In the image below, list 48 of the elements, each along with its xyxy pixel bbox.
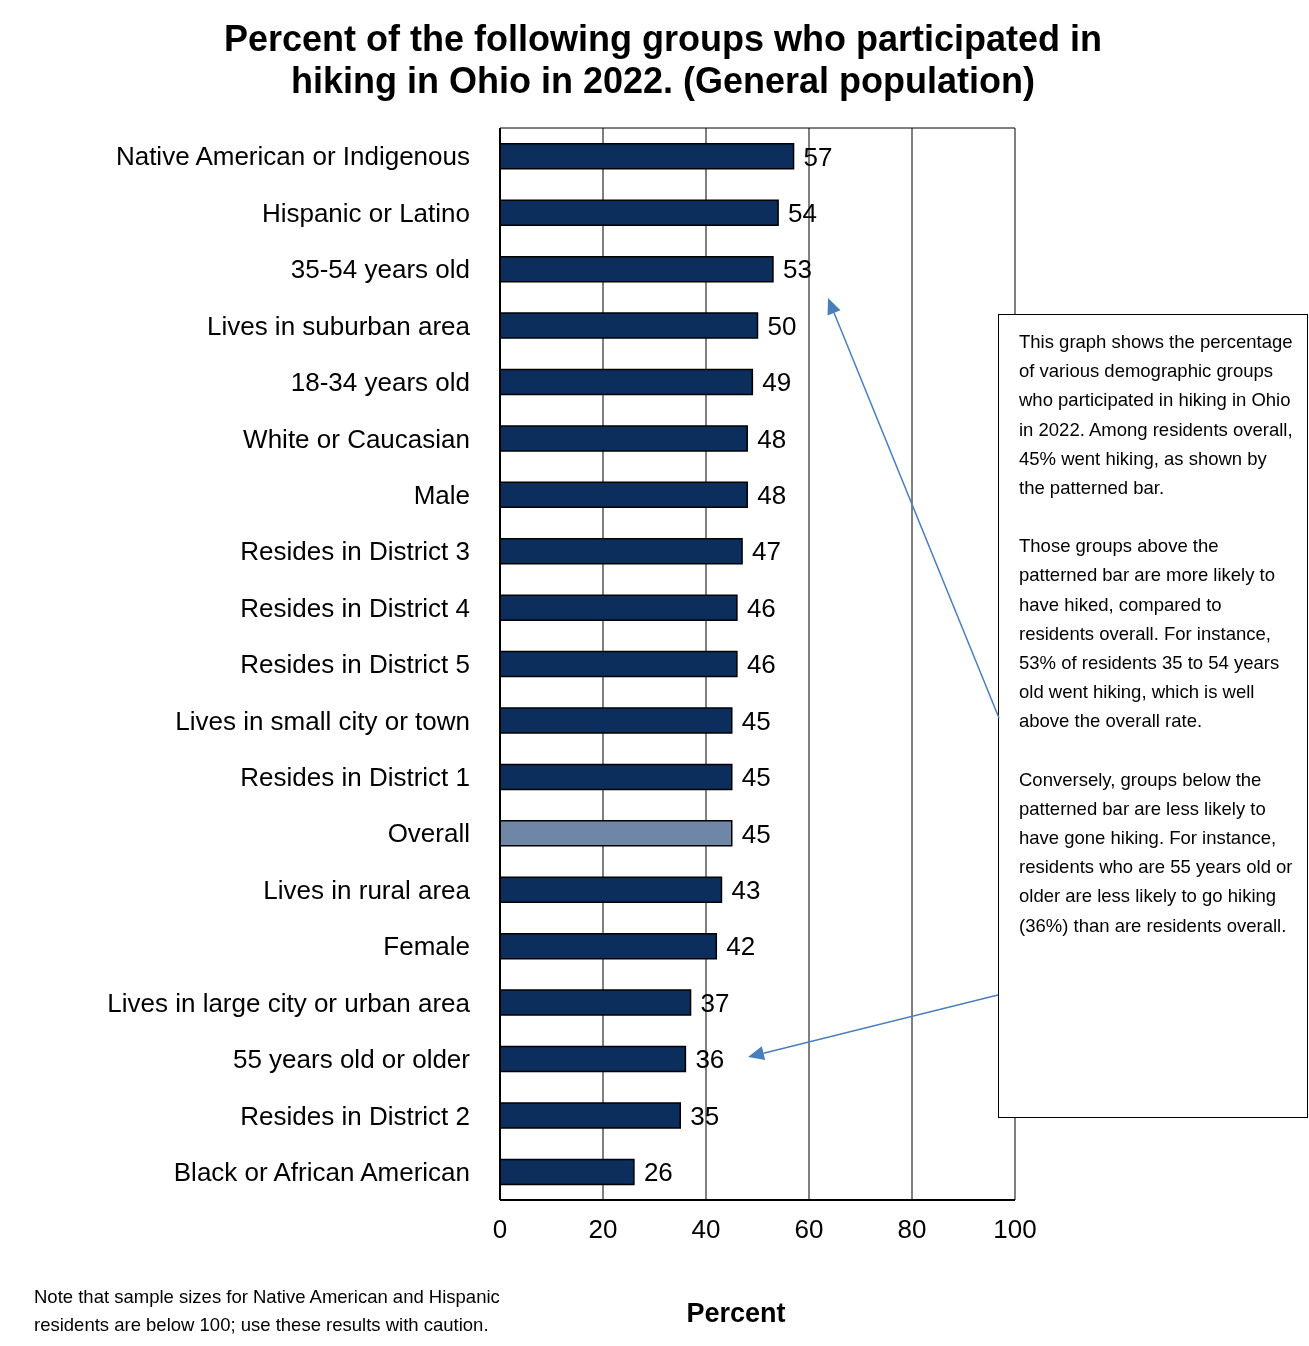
text-box: This graph shows the percentage of various demographic groups who participated in hiking in Ohio in 2022. Among residents overall, 45% went hiking, as shown by the patterned bar. Those groups above the patterned bar are more likely to have hiked, compared to residents overall. For instance, 53% of residents 35 to 54 years old went hiking, which is well above the overall rate. Conversely, groups below the patterned bar are less likely to have gone hiking. For instance, residents who are 55 years old or older are less likely to go hiking (36%) than are residents overall. bbox=[998, 314, 1308, 1118]
data-label: 54 bbox=[788, 197, 818, 228]
y-tick-label: 18-34 years old bbox=[290, 367, 470, 398]
data-label: 49 bbox=[762, 367, 792, 398]
x-tick-label: 20 bbox=[588, 1214, 618, 1245]
data-label: 36 bbox=[695, 1044, 725, 1075]
y-tick-label: Overall bbox=[387, 818, 470, 849]
y-tick-label: White or Caucasian bbox=[243, 423, 470, 454]
y-tick-label: Resides in District 4 bbox=[240, 592, 470, 623]
x-tick-label: 80 bbox=[897, 1214, 927, 1245]
data-label: 45 bbox=[741, 705, 771, 736]
data-label: 57 bbox=[803, 141, 833, 172]
y-tick-label: Hispanic or Latino bbox=[261, 197, 470, 228]
data-label: 47 bbox=[752, 536, 781, 567]
y-tick-label: Lives in large city or urban area bbox=[107, 987, 471, 1018]
x-tick-label: 40 bbox=[691, 1214, 721, 1245]
x-tick-label: 60 bbox=[794, 1214, 824, 1245]
data-label: 48 bbox=[757, 480, 787, 511]
y-tick-label: Resides in District 2 bbox=[240, 1100, 470, 1131]
y-tick-label: 35-54 years old bbox=[290, 254, 470, 285]
x-tick-label: 100 bbox=[993, 1214, 1037, 1245]
data-label: 35 bbox=[690, 1100, 720, 1131]
y-tick-label: Lives in suburban area bbox=[206, 310, 471, 341]
data-label: 53 bbox=[782, 254, 812, 285]
y-tick-label: Male bbox=[413, 479, 470, 510]
data-label: 46 bbox=[746, 649, 776, 680]
data-label: 37 bbox=[700, 987, 730, 1018]
data-label: 42 bbox=[726, 931, 756, 962]
y-tick-label: Lives in small city or town bbox=[175, 705, 470, 736]
y-tick-label: Female bbox=[383, 931, 470, 962]
y-tick-label: Resides in District 1 bbox=[240, 762, 470, 793]
data-label: 48 bbox=[757, 423, 787, 454]
y-tick-label: Resides in District 3 bbox=[240, 536, 470, 567]
data-label: 46 bbox=[746, 592, 776, 623]
data-label: 45 bbox=[741, 818, 771, 849]
data-label: 26 bbox=[643, 1157, 673, 1188]
y-tick-label: Native American or Indigenous bbox=[115, 141, 470, 172]
chart-title: Percent of the following groups who participated in hiking in Ohio in 2022. (General population) bbox=[223, 18, 1103, 102]
x-axis-title: Percent bbox=[685, 1298, 787, 1329]
data-label: 50 bbox=[767, 310, 797, 341]
data-label: 45 bbox=[741, 762, 771, 793]
data-label: 43 bbox=[731, 875, 761, 905]
y-tick-label: 55 years old or older bbox=[232, 1044, 471, 1075]
y-tick-label: Resides in District 5 bbox=[240, 649, 470, 680]
y-tick-label: Black or African American bbox=[173, 1157, 470, 1188]
y-tick-label: Lives in rural area bbox=[263, 874, 471, 905]
x-tick-label: 0 bbox=[492, 1214, 508, 1245]
text: Note that sample sizes for Native American and Hispanic residents are below 100; use these results with caution. bbox=[34, 1285, 501, 1337]
